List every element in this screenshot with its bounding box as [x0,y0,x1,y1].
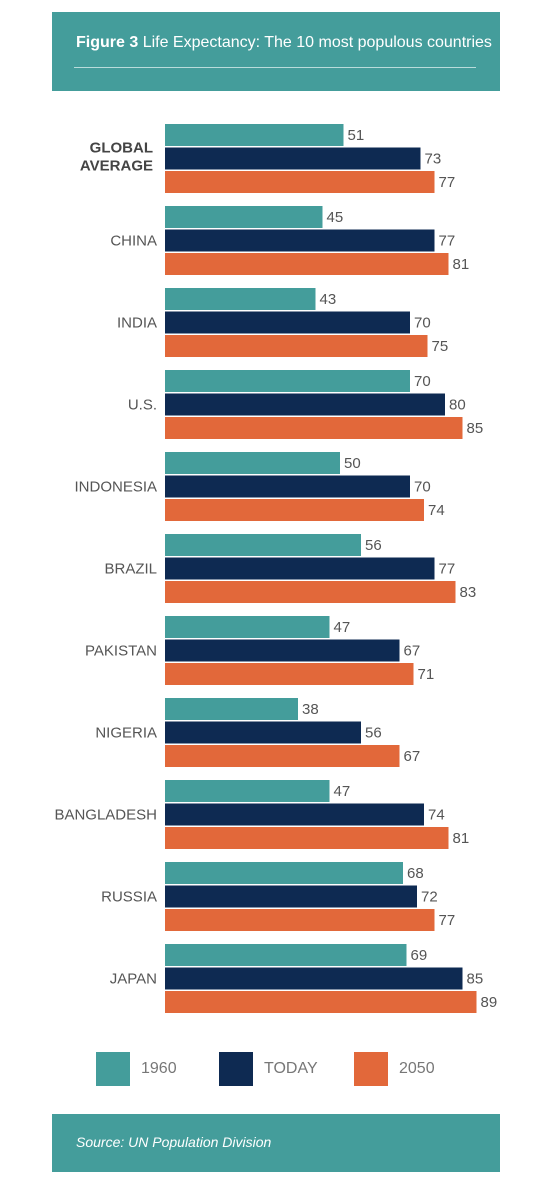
value-label-china-today: 77 [439,233,456,250]
legend-label-2050: 2050 [399,1060,435,1077]
bar-bangladesh-1960 [165,780,330,802]
bar-brazil-2050 [165,581,456,603]
legend-swatch-2050 [354,1052,388,1086]
value-label-india-1960: 43 [320,291,337,308]
title-text: Life Expectancy: The 10 most populous co… [142,34,492,51]
bar-russia-2050 [165,909,435,931]
value-label-japan-today: 85 [467,971,484,988]
bar-russia-1960 [165,862,403,884]
bar-china-today [165,229,435,252]
bar-indonesia-1960 [165,452,340,474]
bar-japan-1960 [165,944,407,966]
value-label-bangladesh-2050: 81 [453,830,470,847]
bar-indonesia-2050 [165,499,424,521]
bar-chart: GLOBAL AVERAGE517377CHINA457781INDIA43707… [54,124,498,1013]
value-label-russia-today: 72 [421,889,438,906]
value-label-nigeria-today: 56 [365,725,382,742]
value-label-pakistan-1960: 47 [334,619,351,636]
bar-pakistan-2050 [165,663,414,685]
value-label-nigeria-2050: 67 [404,748,421,765]
legend-label-1960: 1960 [141,1060,177,1077]
value-label-russia-1960: 68 [407,865,424,882]
category-label-russia: RUSSIA [101,889,157,906]
category-label-pakistan: PAKISTAN [85,643,157,660]
value-label-nigeria-1960: 38 [302,701,319,718]
header-divider [74,67,476,68]
value-label-india-2050: 75 [432,338,449,355]
value-label-japan-2050: 89 [481,994,498,1011]
figure-label: Figure 3 [76,34,139,51]
value-label-bangladesh-1960: 47 [334,783,351,800]
chart-title: Figure 3 Life Expectancy: The 10 most po… [76,34,492,52]
value-label-india-today: 70 [414,315,431,332]
value-label-bangladesh-today: 74 [428,807,445,824]
bar-nigeria-1960 [165,698,298,720]
bar-pakistan-today [165,639,400,662]
category-label-global-average: GLOBAL AVERAGE [80,140,153,175]
bar-japan-today [165,967,463,990]
bar-pakistan-1960 [165,616,330,638]
chart-header: Figure 3 Life Expectancy: The 10 most po… [52,12,500,91]
bar-india-1960 [165,288,316,310]
legend-swatch-today [219,1052,253,1086]
value-label-u-s-today: 80 [449,397,466,414]
bar-japan-2050 [165,991,477,1013]
bar-u-s-2050 [165,417,463,439]
source-note: Source: UN Population Division [76,1134,272,1150]
bar-u-s-today [165,393,445,416]
value-label-indonesia-1960: 50 [344,455,361,472]
value-label-u-s-1960: 70 [414,373,431,390]
value-label-indonesia-2050: 74 [428,502,445,519]
value-label-brazil-1960: 56 [365,537,382,554]
legend-swatch-1960 [96,1052,130,1086]
value-label-pakistan-2050: 71 [418,666,435,683]
bar-nigeria-2050 [165,745,400,767]
category-label-india: INDIA [117,315,157,332]
value-label-global-average-2050: 77 [439,174,456,191]
category-label-japan: JAPAN [110,971,157,988]
value-label-indonesia-today: 70 [414,479,431,496]
value-label-china-1960: 45 [327,209,344,226]
value-label-japan-1960: 69 [411,947,428,964]
bar-china-2050 [165,253,449,275]
bar-global-average-today [165,147,421,170]
bar-indonesia-today [165,475,410,498]
value-label-russia-2050: 77 [439,912,456,929]
bar-bangladesh-today [165,803,424,826]
value-label-global-average-1960: 51 [348,127,365,144]
legend-label-today: TODAY [264,1060,318,1077]
bar-bangladesh-2050 [165,827,449,849]
bar-nigeria-today [165,721,361,744]
value-label-u-s-2050: 85 [467,420,484,437]
bar-india-today [165,311,410,334]
value-label-brazil-today: 77 [439,561,456,578]
value-label-brazil-2050: 83 [460,584,477,601]
bar-u-s-1960 [165,370,410,392]
value-label-pakistan-today: 67 [404,643,421,660]
value-label-china-2050: 81 [453,256,470,273]
bar-china-1960 [165,206,323,228]
bar-global-average-1960 [165,124,344,146]
category-label-china: CHINA [110,233,157,250]
bar-brazil-1960 [165,534,361,556]
category-label-u-s: U.S. [128,397,157,414]
chart-legend: 1960 TODAY 2050 [96,1052,496,1088]
category-label-nigeria: NIGERIA [95,725,157,742]
bar-brazil-today [165,557,435,580]
bar-russia-today [165,885,417,908]
category-label-indonesia: INDONESIA [74,479,157,496]
bar-global-average-2050 [165,171,435,193]
chart-footer: Source: UN Population Division [52,1114,500,1172]
category-label-brazil: BRAZIL [104,561,157,578]
category-label-bangladesh: BANGLADESH [54,807,157,824]
bar-india-2050 [165,335,428,357]
value-label-global-average-today: 73 [425,151,442,168]
